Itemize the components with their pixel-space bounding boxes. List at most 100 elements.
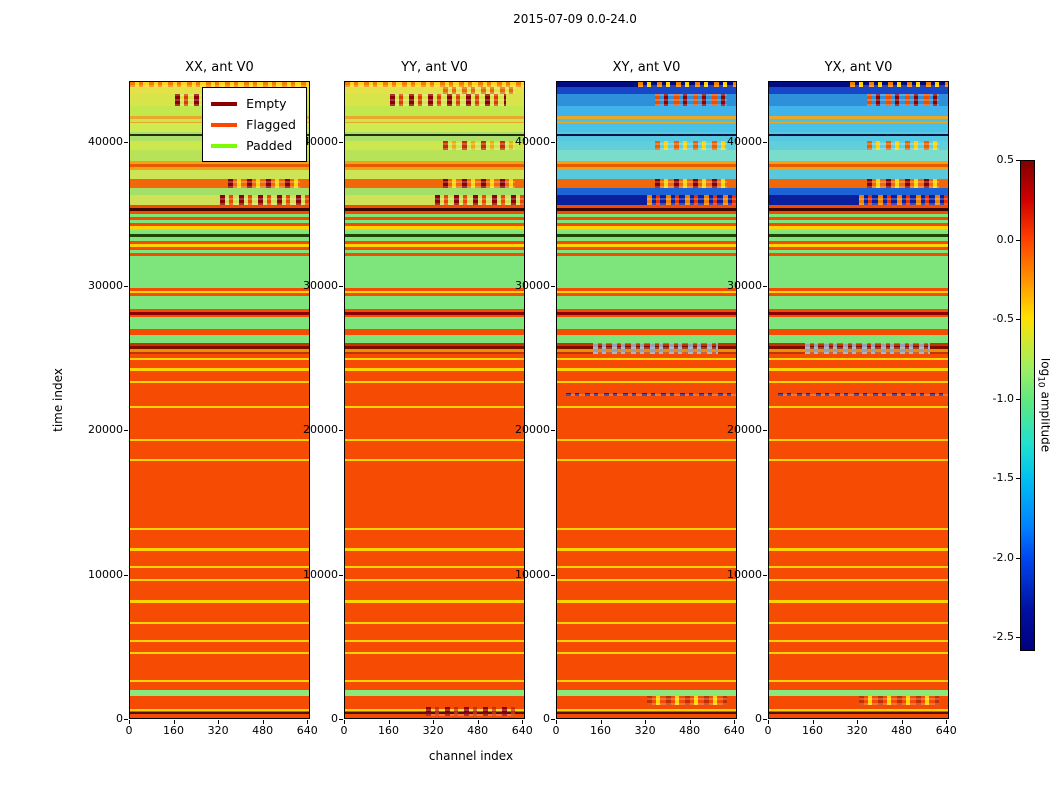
y-tick-mark	[551, 719, 555, 720]
x-tick-label: 480	[679, 724, 701, 737]
heatmap-band	[345, 706, 524, 716]
heatmap-band	[130, 652, 309, 655]
y-tick-mark	[124, 430, 128, 432]
heatmap-band	[345, 565, 524, 568]
heatmap-band	[769, 696, 948, 706]
heatmap-band	[769, 578, 948, 581]
heatmap-band	[769, 328, 948, 335]
colorbar-tick-mark	[1016, 239, 1020, 241]
heatmap-band	[769, 136, 948, 141]
heatmap-band	[130, 368, 309, 371]
heatmap-band	[130, 295, 309, 310]
heatmap-band	[557, 295, 736, 310]
colorbar-tick-label: 0.5	[996, 153, 1015, 166]
heatmap-band	[130, 82, 309, 87]
heatmap-band	[130, 170, 309, 179]
speckle-patch	[130, 82, 309, 87]
heatmap-band	[557, 528, 736, 531]
y-tick-mark	[124, 574, 128, 576]
heatmap-band	[130, 188, 309, 195]
x-tick-label: 0	[340, 724, 348, 737]
heatmap-band	[345, 328, 524, 335]
speckle-patch	[858, 194, 948, 205]
colorbar-tick-mark	[1016, 160, 1020, 161]
colorbar-tick-label: -1.5	[992, 471, 1014, 485]
colorbar-tick-mark	[1016, 557, 1020, 559]
speckle-patch	[858, 696, 940, 706]
x-tick-mark	[522, 720, 524, 724]
heatmap-band	[345, 161, 524, 171]
y-tick-label: 40000	[88, 134, 123, 148]
legend-entry: Empty	[211, 93, 296, 114]
speckle-patch	[867, 140, 940, 151]
speckle-patch	[434, 194, 524, 205]
y-tick-label: 10000	[727, 567, 762, 581]
heatmap-band	[557, 393, 736, 396]
x-tick-mark	[857, 720, 859, 724]
heatmap-band	[769, 548, 948, 551]
heatmap-band	[557, 309, 736, 317]
heatmap-band	[345, 136, 524, 141]
x-tick-mark	[768, 720, 769, 724]
heatmap-band	[557, 86, 736, 95]
heatmap-band	[769, 343, 948, 354]
heatmap-band	[769, 679, 948, 682]
plot-area-yy	[344, 81, 525, 719]
heatmap-band	[345, 214, 524, 223]
heatmap-band	[557, 161, 736, 171]
heatmap-band	[130, 689, 309, 696]
heatmap-band	[130, 565, 309, 568]
heatmap-band	[130, 256, 309, 289]
y-tick-label: 30000	[88, 278, 123, 292]
x-tick-label: 640	[511, 724, 533, 737]
heatmap-band	[345, 652, 524, 655]
y-tick-mark	[339, 574, 343, 576]
y-tick-mark	[124, 141, 128, 143]
y-tick-mark	[551, 141, 555, 143]
y-tick-mark	[124, 719, 128, 720]
heatmap-band	[557, 256, 736, 289]
speckle-patch	[228, 179, 301, 189]
heatmap-band	[345, 290, 524, 293]
heatmap-panel-xx: XX, ant V0 0 160 320 480 640 0 10000 20000 30000 4…	[88, 60, 318, 737]
heatmap-band	[345, 122, 524, 132]
heatmap-band	[345, 241, 524, 251]
heatmap-band	[557, 122, 736, 132]
heatmap-band	[769, 256, 948, 289]
heatmap-band	[130, 548, 309, 551]
heatmap-band	[345, 94, 524, 106]
y-tick-label: 20000	[88, 423, 123, 437]
x-tick-mark	[734, 720, 736, 724]
heatmap-band	[557, 231, 736, 242]
heatmap-band	[769, 438, 948, 441]
heatmap-band	[769, 393, 948, 396]
legend: Empty Flagged Padded	[202, 87, 307, 162]
heatmap-band	[769, 131, 948, 135]
heatmap-band	[769, 170, 948, 179]
x-tick-mark	[689, 720, 691, 724]
heatmap-band	[557, 131, 736, 135]
heatmap-band	[557, 711, 736, 714]
heatmap-band	[130, 179, 309, 189]
heatmap-band	[769, 459, 948, 462]
heatmap-band	[345, 358, 524, 361]
heatmap-band	[130, 711, 309, 714]
colorbar-tick-label: 0.0	[996, 232, 1015, 246]
heatmap-band	[769, 405, 948, 409]
x-tick-label: 0	[764, 724, 772, 737]
y-tick-label: 0	[543, 712, 550, 725]
colorbar-tick-mark	[1016, 637, 1020, 639]
heatmap-band	[769, 622, 948, 625]
y-tick-mark	[551, 285, 555, 287]
y-tick-label: 10000	[303, 567, 338, 581]
heatmap-band	[557, 708, 736, 712]
heatmap-band	[130, 528, 309, 531]
y-tick-mark	[339, 285, 343, 287]
x-tick-label: 160	[590, 724, 612, 737]
heatmap-band	[345, 115, 524, 123]
y-tick-mark	[124, 285, 128, 287]
heatmap-band	[345, 405, 524, 409]
heatmap-band	[130, 194, 309, 205]
colorbar-tick-label: -2.0	[992, 550, 1014, 564]
